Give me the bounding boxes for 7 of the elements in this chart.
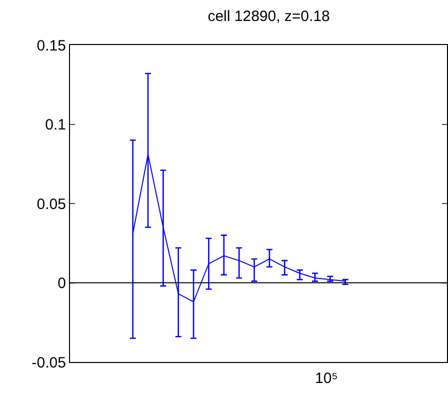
y-tick-label: 0 <box>58 275 66 292</box>
y-tick-label: 0.15 <box>36 37 66 54</box>
y-tick-label: 0.1 <box>45 116 66 134</box>
y-tick-label: -0.05 <box>32 354 66 372</box>
y-tick-label: 0.05 <box>36 196 66 213</box>
chart-title: cell 12890, z=0.18 <box>208 8 330 25</box>
text: 10⁵ <box>315 370 338 387</box>
